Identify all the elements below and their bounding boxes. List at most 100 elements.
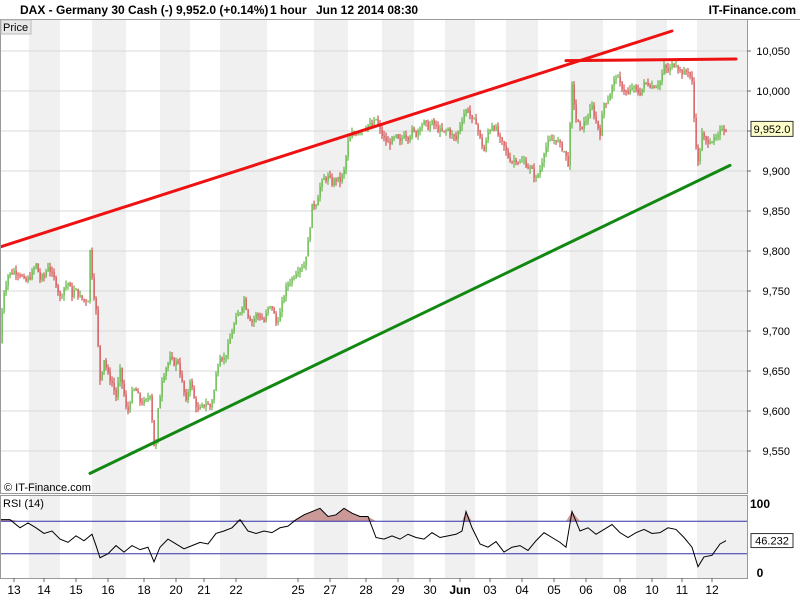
candle-body: [85, 300, 87, 302]
candle-body: [133, 389, 135, 391]
candle-body: [91, 250, 93, 278]
candle-body: [569, 123, 571, 166]
x-tick-label: 03: [483, 583, 497, 597]
candle-body: [479, 130, 481, 138]
candle-body: [681, 69, 683, 75]
candle-body: [205, 403, 207, 407]
candle-body: [281, 301, 283, 313]
candle-body: [97, 309, 99, 346]
candle-body: [211, 400, 213, 408]
candle-body: [265, 313, 267, 322]
candle-body: [311, 203, 313, 229]
candle-body: [187, 392, 189, 401]
candle-body: [233, 324, 235, 333]
candle-body: [221, 358, 223, 360]
x-tick-label: Jun: [449, 583, 470, 597]
candle-body: [607, 100, 609, 104]
candle-body: [533, 168, 535, 178]
panel-labels: Price © IT-Finance.com RSI (14): [0, 19, 91, 510]
candle-body: [163, 376, 165, 382]
candle-body: [159, 396, 161, 409]
candle-body: [11, 272, 13, 275]
candle-body: [287, 283, 289, 287]
candle-body: [53, 272, 55, 278]
candle-body: [145, 398, 147, 401]
candle-body: [643, 82, 645, 89]
candle-body: [269, 306, 271, 308]
price-stripe: [92, 19, 126, 493]
candle-body: [661, 73, 663, 82]
candle-body: [299, 268, 301, 273]
candle-body: [379, 124, 381, 130]
candle-body: [175, 360, 177, 366]
candle-body: [295, 273, 297, 278]
candle-body: [549, 139, 551, 141]
candle-body: [389, 141, 391, 145]
candle-body: [331, 177, 333, 186]
y-tick-label: 9,550: [762, 446, 790, 458]
candle-body: [195, 398, 197, 408]
candle-body: [523, 160, 525, 162]
candle-body: [403, 135, 405, 138]
candle-body: [279, 312, 281, 322]
candle-body: [191, 381, 193, 388]
candle-body: [151, 396, 153, 421]
candle-body: [505, 145, 507, 151]
candle-body: [307, 240, 309, 257]
candle-body: [73, 290, 75, 298]
candle-body: [619, 76, 621, 83]
candle-body: [217, 366, 219, 374]
candle-body: [663, 64, 665, 74]
candle-body: [429, 124, 431, 130]
candle-body: [261, 318, 263, 320]
candle-body: [439, 128, 441, 132]
x-tick-label: 15: [69, 583, 83, 597]
candle-body: [153, 420, 155, 447]
candle-body: [119, 367, 121, 382]
candle-body: [483, 146, 485, 152]
candle-body: [559, 140, 561, 143]
price-tab-label: Price: [3, 22, 28, 34]
candle-body: [673, 63, 675, 67]
candle-body: [553, 140, 555, 142]
candle-body: [585, 120, 587, 122]
candle-body: [315, 205, 317, 207]
x-tick-label: 06: [579, 583, 593, 597]
candle-body: [9, 272, 11, 276]
candle-body: [173, 358, 175, 366]
candle-body: [243, 298, 245, 308]
candle-body: [645, 82, 647, 84]
candle-body: [13, 270, 15, 275]
candle-body: [355, 133, 357, 135]
candle-body: [371, 123, 373, 127]
y-tick-label: 9,600: [762, 406, 790, 418]
candle-body: [249, 317, 251, 321]
candle-body: [215, 373, 217, 391]
candle-body: [615, 77, 617, 80]
candle-body: [181, 374, 183, 382]
candle-body: [225, 355, 227, 358]
y-tick-label: 9,900: [762, 166, 790, 178]
candle-body: [373, 119, 375, 127]
candle-body: [25, 277, 27, 282]
candle-body: [711, 141, 713, 143]
candle-body: [263, 319, 265, 322]
candle-body: [501, 137, 503, 142]
candle-body: [613, 79, 615, 86]
candle-body: [593, 105, 595, 117]
candle-body: [313, 203, 315, 207]
candle-body: [459, 125, 461, 132]
candle-body: [19, 275, 21, 277]
candle-body: [411, 128, 413, 137]
candle-body: [647, 83, 649, 86]
support-trendline: [88, 163, 732, 475]
trendlines-layer: [1, 29, 738, 475]
candle-body: [193, 387, 195, 399]
candle-body: [165, 367, 167, 377]
candle-body: [623, 89, 625, 91]
resistance-trendline: [1, 29, 674, 249]
candle-body: [563, 150, 565, 152]
rsi-stripe: [506, 495, 538, 578]
candle-body: [397, 134, 399, 139]
